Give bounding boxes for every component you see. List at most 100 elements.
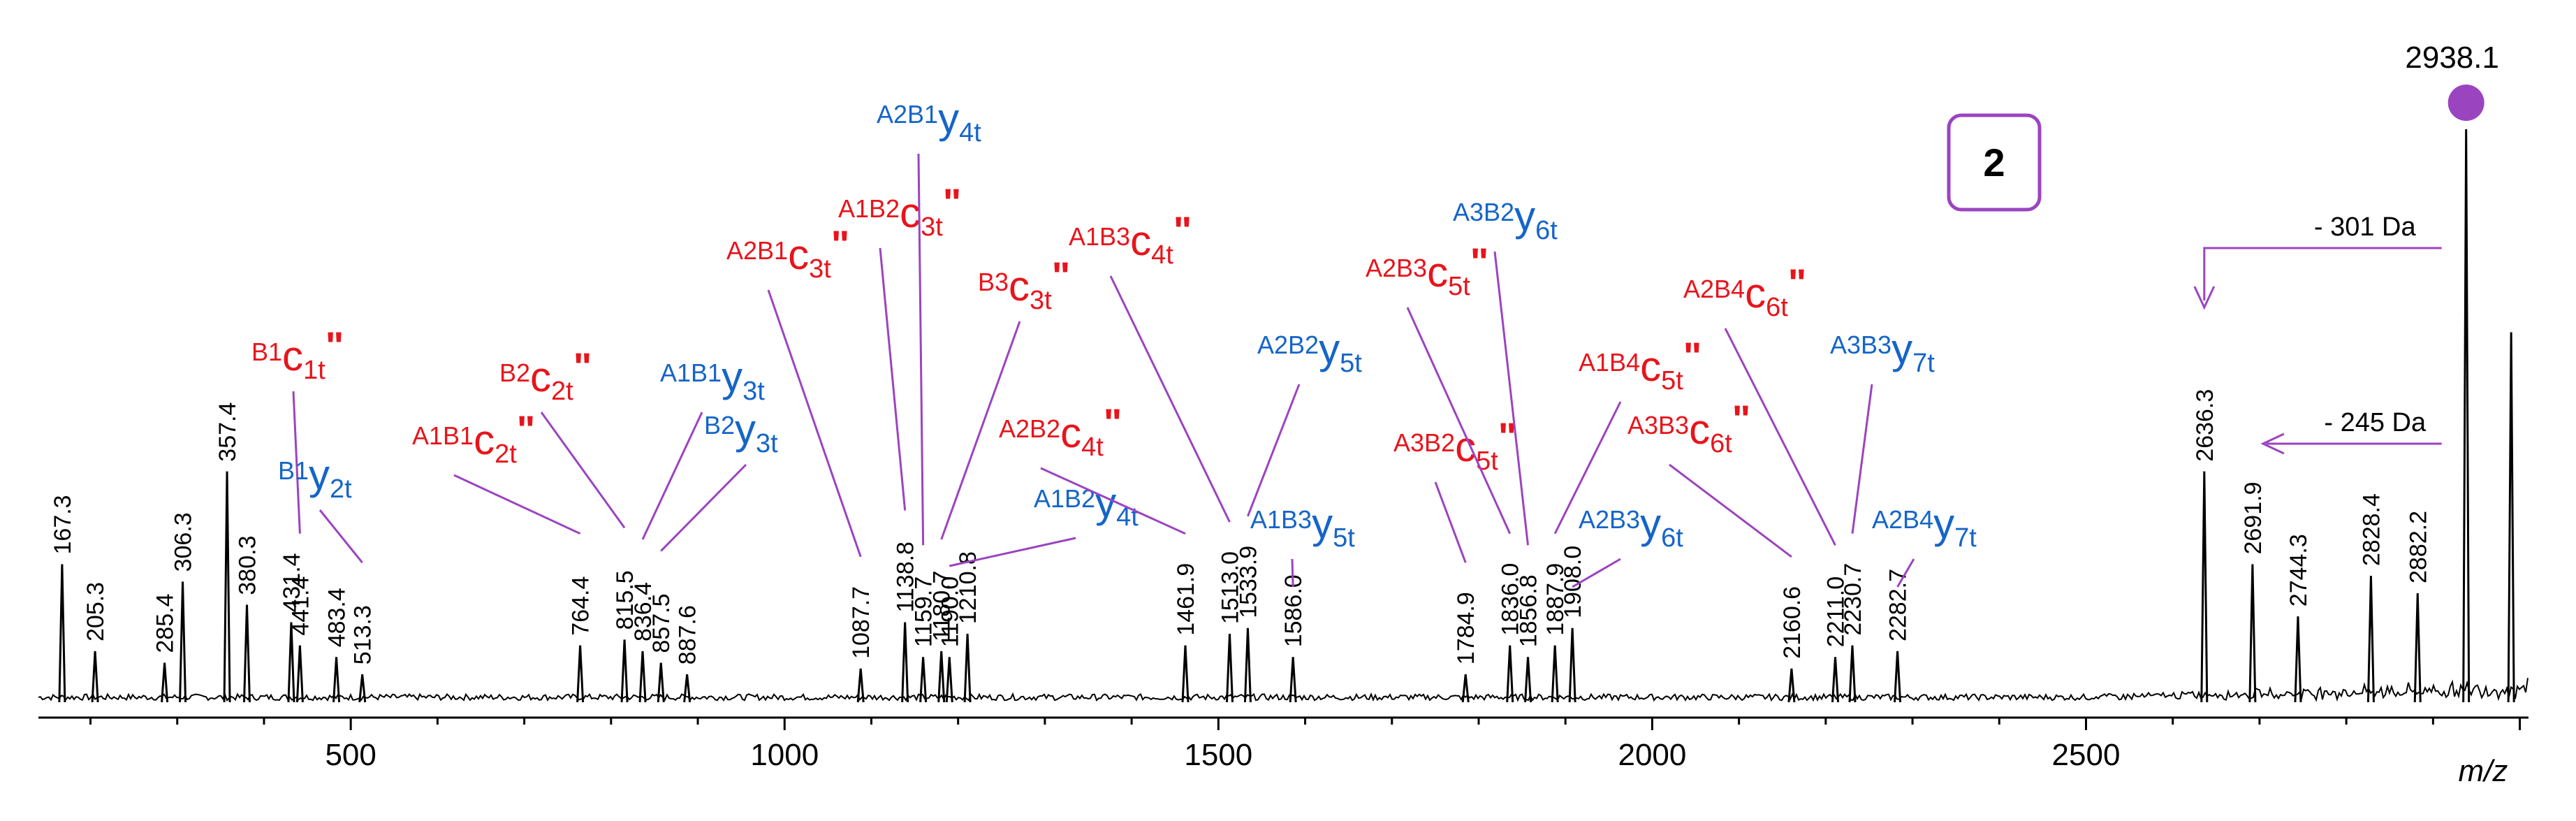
spectrum-peak [1506,645,1514,703]
annotation-leader-line [453,474,581,535]
spectrum-peak [620,639,629,703]
loss-label: - 245 Da [2324,408,2427,437]
peak-mz-label: 2282.7 [1885,569,1912,641]
fragment-annotation: A3B2y6t [1453,193,1558,245]
x-tick-label: 1000 [750,738,819,772]
spectrum-peak [945,657,953,703]
peak-mz-label: 2882.2 [2405,511,2431,583]
fragment-annotation: B2y3t [704,406,778,458]
spectrum-peak [2507,332,2515,703]
peak-mz-label: 441.4 [287,576,314,636]
peak-mz-label: 285.4 [152,594,179,653]
fragment-annotation: A1B1y3t [660,354,765,406]
spectrum-peak [332,657,341,703]
precursor-marker [2447,85,2484,121]
peak-labels: 167.3 205.3 285.4 306.3 357.4 380.3 431.4441.4… [50,389,2431,665]
spectrum-peak [1225,634,1234,703]
precursor-label: 2938.1 [2405,41,2499,75]
fragment-annotation: A2B3c5t" [1366,240,1488,301]
annotation-leader-line [949,537,1076,567]
annotation-leader-line [1724,328,1836,546]
loss-arrow-line [2203,247,2442,300]
x-tick-label: 2500 [2052,738,2121,772]
peak-mz-label: 431.4 [279,553,305,612]
annotation-leader-line [1247,384,1301,517]
annotation-leader-line [1553,401,1622,535]
spectrum-peak [657,662,665,703]
spectrum-peak [2294,616,2302,703]
x-tick-label: 500 [325,738,376,772]
fragment-annotation: A1B2y4t [1034,479,1139,532]
x-tick-label: 2000 [1618,738,1686,772]
annotation-leader-line [879,247,907,511]
spectrum-peak [1848,645,1857,703]
annotation-leader-line [292,391,301,534]
annotation-leader-line [1406,307,1512,535]
fragment-annotation: A2B2c4t" [999,400,1122,462]
spectrum-peak [58,564,66,703]
annotation-leader-line [917,153,925,546]
peak-mz-label: 2160.6 [1779,586,1806,659]
spectrum-trace-layer: 2938.1 [38,41,2529,703]
fragment-annotation: A2B3y6t [1579,500,1683,553]
spectrum-peak [287,622,295,703]
baseline-noise [38,678,2529,702]
spectrum-peak [683,674,691,703]
annotation-leader-line [1851,384,1873,534]
peak-mz-label: 2828.4 [2358,493,2385,566]
peak-mz-label: 2744.3 [2285,534,2312,606]
annotation-leader-line [940,321,1021,540]
spectrum-peak [91,651,99,703]
annotation-leader-line [1493,251,1530,546]
peak-mz-label: 483.4 [324,588,351,647]
spectrum-peak [2413,593,2422,703]
fragment-annotation: A2B4c6t" [1683,261,1806,322]
peak-mz-label: 1513.0 [1217,551,1243,624]
spectrum-peak [179,581,187,703]
fragment-annotation: B1y2t [278,451,352,504]
peak-mz-label: 815.5 [612,570,638,630]
peak-mz-label: 2230.7 [1840,563,1866,636]
annotation-leader-line [660,463,747,552]
spectrum-peak [2200,471,2209,703]
peak-mz-label: 513.3 [350,605,376,664]
peak-mz-label: 2636.3 [2192,389,2218,462]
fragment-annotation: B3c3t" [978,254,1070,315]
spectrum-peak [1461,674,1470,703]
fragment-annotation: B2c2t" [499,344,592,406]
fragment-annotation: B1c1t" [251,324,344,385]
spectrum-peak [856,668,865,703]
peak-mz-label: 1180.7 [929,571,956,641]
annotation-leader-line [1572,558,1621,588]
peak-mz-label: 205.3 [82,582,109,641]
peak-mz-label: 1856.8 [1516,574,1542,647]
spectrum-peak [963,634,972,703]
spectrum-peak [1568,627,1576,703]
peak-mz-label: 1190.0 [937,576,963,647]
spectrum-peak [576,645,585,703]
peak-mz-label: 1087.7 [848,586,874,659]
fragment-annotation: A2B4y7t [1872,500,1977,553]
peak-mz-label: 1461.9 [1173,563,1199,636]
annotation-leader-line [540,412,626,529]
peak-mz-label: 167.3 [50,495,76,554]
peak-mz-label: 306.3 [170,512,197,572]
annotation-leader-line [1896,558,1915,588]
spectrum-peak [638,651,647,703]
spectrum-peak [242,604,251,703]
spectrum-peak [1894,651,1902,703]
peak-mz-label: 357.4 [214,402,241,462]
fragment-annotation: A2B1y4t [877,95,981,147]
x-tick-label: 1500 [1184,738,1252,772]
fragment-annotation: A1B2c3t" [838,180,961,242]
spectrum-peak [1551,645,1559,703]
spectrum-peak [901,622,909,703]
peak-mz-label: 380.3 [234,536,261,595]
peak-mz-label: 887.6 [675,605,701,664]
spectrum-peak [1289,657,1297,703]
x-axis: 500 1000 1500 2000 2500 [38,716,2529,772]
annotation-leader-line [1291,558,1294,588]
peak-mz-label: 2691.9 [2240,482,2267,555]
loss-arrow-head [2193,286,2216,310]
